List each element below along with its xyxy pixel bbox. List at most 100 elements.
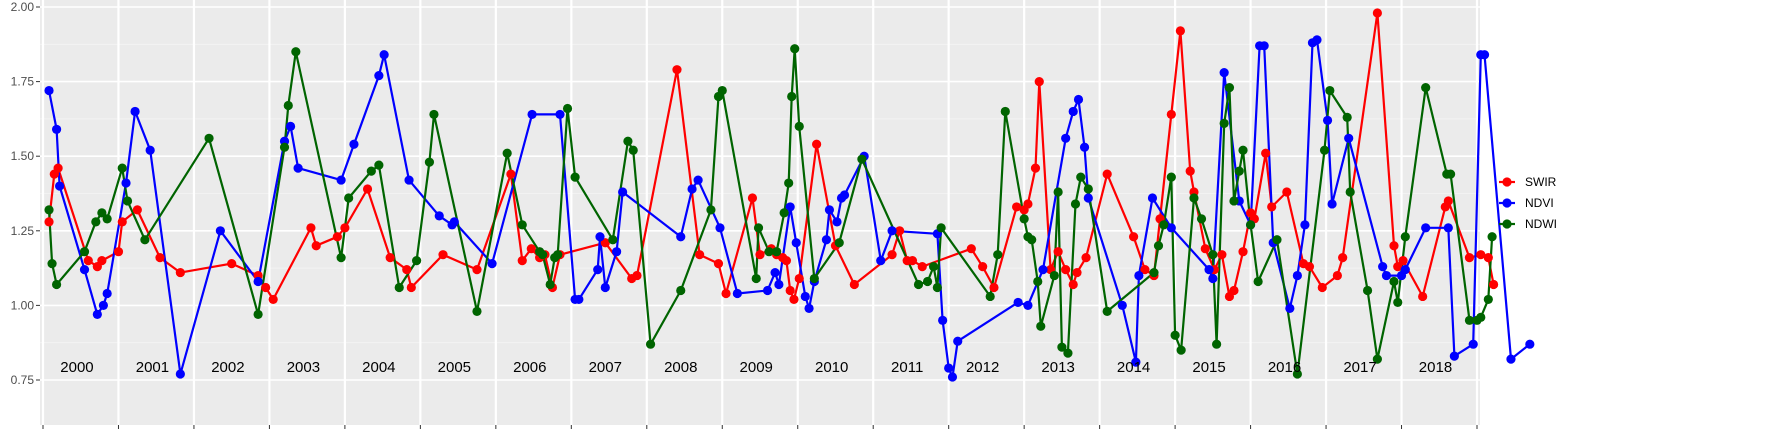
- data-point-ndwi: [1219, 118, 1229, 128]
- data-point-ndvi: [944, 363, 954, 373]
- data-point-swir: [887, 250, 897, 260]
- data-point-ndwi: [1272, 235, 1282, 245]
- data-point-swir: [44, 217, 54, 227]
- data-point-ndvi: [618, 187, 628, 197]
- data-point-ndwi: [204, 133, 214, 143]
- data-point-swir: [1464, 253, 1475, 263]
- data-point-ndwi: [857, 154, 867, 164]
- data-point-swir: [785, 285, 795, 296]
- data-point-ndwi: [985, 291, 995, 302]
- series-line-swir: [47, 11, 1495, 301]
- data-point-swir: [385, 253, 395, 263]
- data-point-swir: [438, 250, 448, 260]
- data-point-swir: [1217, 250, 1227, 260]
- data-point-ndwi: [1027, 235, 1037, 245]
- data-point-ndvi: [285, 121, 296, 131]
- year-label: 2000: [60, 359, 93, 376]
- data-point-ndvi: [374, 71, 384, 81]
- data-point-ndwi: [1196, 214, 1207, 224]
- data-point-ndvi: [732, 288, 742, 299]
- data-point-swir: [227, 259, 237, 269]
- data-point-ndwi: [44, 205, 54, 215]
- data-point-ndvi: [92, 309, 102, 319]
- data-point-ndwi: [993, 250, 1003, 260]
- data-point-ndwi: [51, 279, 62, 290]
- legend-key-point: [1502, 219, 1512, 229]
- data-point-ndvi: [253, 276, 263, 287]
- data-point-ndvi: [774, 279, 784, 290]
- data-point-ndvi: [1083, 193, 1093, 203]
- data-point-ndvi: [821, 235, 832, 245]
- data-point-ndvi: [593, 264, 603, 275]
- data-point-swir: [1304, 262, 1315, 272]
- data-point-ndvi: [612, 247, 622, 257]
- data-point-ndvi: [1204, 264, 1214, 275]
- data-point-ndvi: [953, 336, 963, 346]
- data-point-swir: [789, 294, 799, 305]
- data-point-ndvi: [574, 294, 584, 305]
- data-point-swir: [261, 282, 271, 293]
- data-point-ndwi: [1176, 345, 1186, 355]
- data-point-swir: [1317, 282, 1327, 293]
- data-point-swir: [1185, 166, 1195, 176]
- data-point-ndwi: [1053, 187, 1063, 197]
- series-layer: [44, 8, 1535, 382]
- data-point-ndwi: [913, 279, 924, 290]
- data-point-swir: [849, 279, 859, 290]
- data-point-ndwi: [1372, 354, 1382, 364]
- data-point-ndwi: [429, 109, 439, 120]
- data-point-ndvi: [121, 178, 131, 188]
- year-label: 2014: [1117, 359, 1150, 376]
- data-point-ndvi: [947, 372, 958, 382]
- data-point-ndvi: [1312, 35, 1322, 45]
- year-label: 2005: [438, 359, 471, 376]
- data-point-ndwi: [764, 247, 774, 257]
- data-point-ndwi: [279, 142, 290, 152]
- data-point-ndvi: [1285, 303, 1295, 313]
- data-point-swir: [794, 273, 804, 284]
- data-point-ndwi: [1019, 214, 1029, 224]
- data-point-swir: [600, 238, 610, 248]
- data-point-ndvi: [1327, 199, 1337, 209]
- data-point-ndwi: [706, 205, 716, 215]
- data-point-ndvi: [1443, 223, 1453, 233]
- data-point-swir: [1068, 279, 1078, 290]
- data-point-ndvi: [715, 223, 725, 233]
- data-point-swir: [1267, 202, 1277, 212]
- data-point-ndwi: [717, 85, 727, 96]
- data-point-ndvi: [1468, 339, 1478, 349]
- data-point-ndvi: [687, 184, 697, 194]
- data-point-ndwi: [1476, 312, 1486, 322]
- data-point-ndvi: [44, 85, 54, 96]
- data-point-ndwi: [1083, 184, 1093, 194]
- data-point-ndvi: [175, 369, 185, 379]
- data-point-ndwi: [772, 247, 782, 257]
- data-point-ndvi: [130, 106, 140, 117]
- data-point-swir: [1489, 279, 1499, 290]
- data-point-ndwi: [794, 121, 804, 131]
- data-point-ndwi: [1057, 342, 1067, 352]
- data-point-ndwi: [472, 306, 482, 316]
- data-point-ndvi: [449, 217, 459, 227]
- data-point-swir: [268, 294, 278, 305]
- grid: [40, 0, 1480, 425]
- data-point-ndwi: [645, 339, 656, 349]
- data-point-ndwi: [424, 157, 435, 167]
- data-point-ndvi: [1117, 300, 1127, 310]
- data-point-ndwi: [570, 172, 580, 182]
- data-point-ndwi: [47, 259, 57, 269]
- data-point-ndwi: [1238, 145, 1248, 155]
- data-point-swir: [966, 244, 976, 254]
- year-label: 2008: [664, 359, 697, 376]
- data-point-ndvi: [434, 211, 444, 221]
- data-point-ndwi: [1070, 199, 1081, 209]
- data-point-swir: [1081, 253, 1091, 263]
- data-point-swir: [1200, 244, 1210, 254]
- data-point-ndwi: [1189, 193, 1199, 203]
- y-tick-label: 1.75: [11, 75, 35, 89]
- data-point-swir: [402, 264, 412, 275]
- data-point-ndwi: [1229, 196, 1239, 206]
- data-point-ndvi: [1381, 270, 1392, 281]
- year-label: 2004: [362, 359, 395, 376]
- data-point-swir: [332, 232, 342, 242]
